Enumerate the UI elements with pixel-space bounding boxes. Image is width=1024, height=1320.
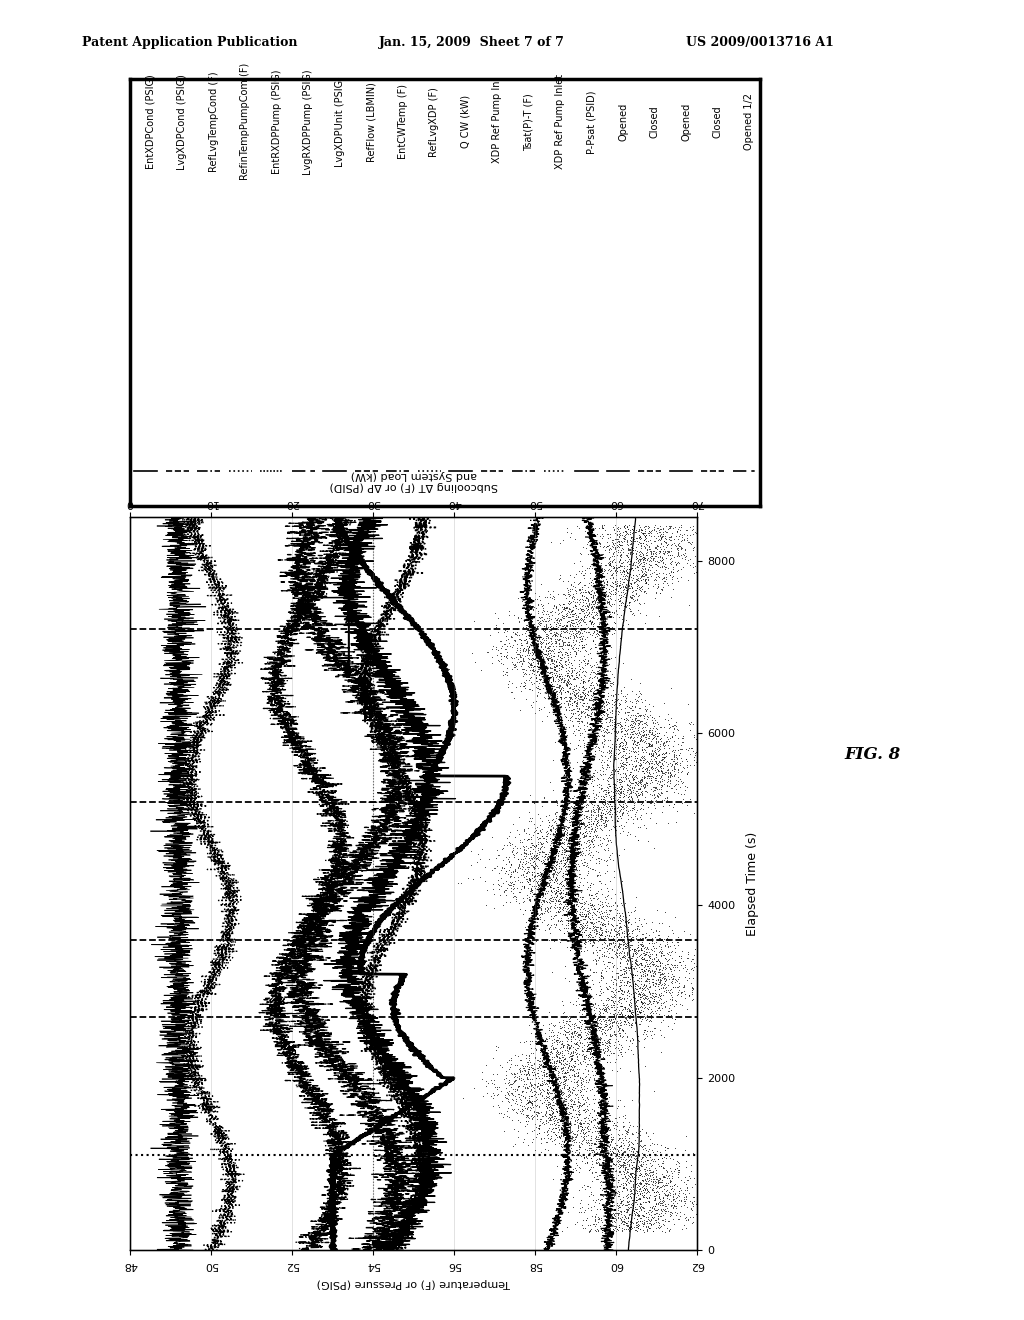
- Text: Tsat(P)-T (F): Tsat(P)-T (F): [523, 92, 534, 150]
- Text: Opened: Opened: [681, 103, 691, 141]
- Text: Closed: Closed: [649, 106, 659, 139]
- Text: RefinTempPumpCom (F): RefinTempPumpCom (F): [241, 63, 250, 181]
- Text: P-Psat (PSID): P-Psat (PSID): [587, 90, 597, 153]
- Text: RefLvgTempCond (F): RefLvgTempCond (F): [209, 71, 219, 172]
- Text: Opened: Opened: [618, 103, 628, 141]
- Text: LvgXDPUnit (PSIG): LvgXDPUnit (PSIG): [335, 77, 345, 168]
- Text: US 2009/0013716 A1: US 2009/0013716 A1: [686, 36, 834, 49]
- Text: Closed: Closed: [713, 106, 723, 139]
- Text: LvgRXDPPump (PSIG): LvgRXDPPump (PSIG): [303, 69, 313, 174]
- Text: RefFlow (LBMIN): RefFlow (LBMIN): [367, 82, 376, 162]
- Y-axis label: Elapsed Time (s): Elapsed Time (s): [746, 832, 760, 936]
- Text: LvgXDPCond (PSIG): LvgXDPCond (PSIG): [177, 74, 187, 170]
- Text: Jan. 15, 2009  Sheet 7 of 7: Jan. 15, 2009 Sheet 7 of 7: [379, 36, 565, 49]
- Text: Opened 1/2: Opened 1/2: [744, 94, 754, 150]
- Text: EntCWTemp (F): EntCWTemp (F): [397, 84, 408, 160]
- Text: Q CW (kW): Q CW (kW): [461, 95, 471, 148]
- Text: FIG. 8: FIG. 8: [845, 746, 901, 763]
- Text: EntRXDPPump (PSIG): EntRXDPPump (PSIG): [271, 70, 282, 174]
- X-axis label: Temperature (F) or Pressure (PSIG): Temperature (F) or Pressure (PSIG): [317, 1278, 510, 1288]
- Text: Patent Application Publication: Patent Application Publication: [82, 36, 297, 49]
- X-axis label: Subcooling ΔT (F) or ΔP (PSID)
and System Load (kW): Subcooling ΔT (F) or ΔP (PSID) and Syste…: [330, 470, 498, 491]
- Text: EntXDPCond (PSIG): EntXDPCond (PSIG): [145, 74, 156, 169]
- Text: XDP Ref Pump Inlet: XDP Ref Pump Inlet: [555, 74, 565, 169]
- Text: XDP Ref Pump In: XDP Ref Pump In: [493, 81, 502, 164]
- Text: RefLvgXDP (F): RefLvgXDP (F): [429, 87, 439, 157]
